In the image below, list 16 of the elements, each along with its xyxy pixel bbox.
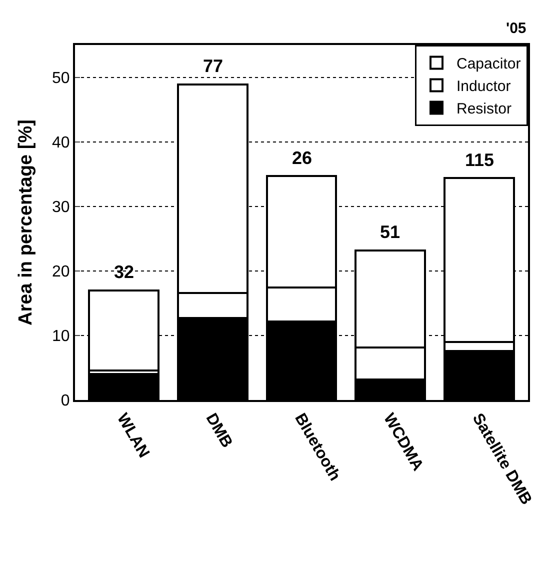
y-tick-label: 0 bbox=[60, 392, 70, 410]
y-tick-label: 50 bbox=[52, 70, 70, 87]
annotation: 51 bbox=[380, 222, 400, 242]
text: '05 bbox=[506, 20, 526, 37]
annotation: 115 bbox=[465, 150, 494, 170]
annotation: 77 bbox=[203, 56, 224, 76]
legend-label: Capacitor bbox=[456, 56, 521, 73]
annotation: 26 bbox=[292, 148, 312, 168]
legend-label: Inductor bbox=[456, 78, 511, 96]
y-axis-title: Area in percentage [%] bbox=[15, 120, 36, 326]
y-tick-label: 40 bbox=[52, 134, 70, 152]
y-tick-label: 10 bbox=[52, 328, 70, 346]
y-tick-label: 30 bbox=[52, 198, 70, 216]
annotation: 32 bbox=[114, 262, 134, 282]
legend-label: Resistor bbox=[456, 100, 512, 118]
y-tick-label: 20 bbox=[52, 264, 70, 281]
